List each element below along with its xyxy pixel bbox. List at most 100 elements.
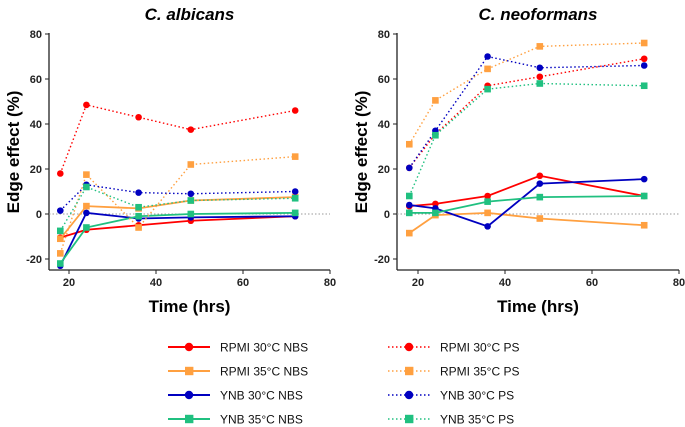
legend-marker [404, 390, 414, 400]
series-line [59, 211, 296, 265]
data-point [187, 190, 195, 198]
series-line [408, 42, 645, 145]
series-ynb-35-c-ps [406, 80, 648, 200]
data-point [484, 198, 491, 205]
series-line [408, 58, 645, 169]
series-ynb-30-c-nbs [406, 175, 648, 230]
data-point [57, 235, 64, 243]
legend-item: RPMI 30°C PS [388, 341, 520, 355]
data-point [536, 193, 544, 201]
chart-title: C. albicans [145, 5, 235, 24]
data-point [135, 212, 142, 220]
data-point [484, 192, 491, 200]
legend-label: YNB 30°C NBS [220, 389, 303, 403]
series-rpmi-35-c-ps [57, 153, 299, 257]
data-point [187, 161, 195, 168]
series-line [59, 155, 296, 254]
legend-marker [404, 342, 414, 352]
data-point [187, 210, 195, 218]
x-tick-label: 20 [412, 277, 424, 289]
x-tick-label: 20 [63, 277, 75, 289]
data-point [484, 85, 491, 93]
legend-item: RPMI 30°C NBS [168, 341, 308, 355]
data-point [536, 215, 544, 222]
data-point [291, 188, 299, 195]
data-point [187, 197, 195, 204]
series-ynb-35-c-nbs [57, 209, 299, 267]
y-tick-label: 80 [30, 29, 42, 41]
legend-marker [184, 390, 194, 400]
data-point [536, 172, 544, 180]
data-point [291, 209, 299, 217]
y-tick-label: 80 [378, 29, 390, 41]
data-point [406, 209, 413, 217]
series-line [408, 211, 645, 234]
data-point [640, 62, 648, 69]
data-point [291, 107, 299, 114]
y-axis-label: Edge effect (%) [352, 91, 371, 214]
data-point [640, 55, 648, 63]
panel-c-neoformans: C. neoformans -20 0 20 40 60 80 20 40 60 80 Time (h… [352, 5, 685, 316]
legend-item: RPMI 35°C NBS [168, 365, 308, 379]
y-tick-label: 60 [30, 74, 42, 86]
data-point [83, 202, 90, 210]
data-point [406, 229, 413, 237]
data-point [57, 260, 64, 267]
data-point [57, 227, 64, 235]
y-tick-label: 60 [378, 74, 390, 86]
legend-marker [405, 366, 414, 376]
data-point [135, 203, 142, 211]
y-axis-label: Edge effect (%) [4, 91, 23, 214]
chart-title: C. neoformans [478, 5, 597, 24]
y-tick-label: 40 [30, 119, 42, 131]
legend-item: YNB 30°C NBS [168, 389, 303, 403]
legend-label: RPMI 30°C NBS [220, 341, 308, 355]
series-line [59, 211, 296, 267]
legend-label: YNB 35°C PS [440, 413, 514, 427]
data-point [536, 43, 544, 50]
series-line [409, 195, 645, 214]
data-point [484, 65, 491, 73]
data-point [432, 209, 439, 217]
data-point [406, 192, 413, 200]
data-point [291, 153, 299, 160]
data-point [83, 101, 90, 109]
x-tick-label: 40 [150, 277, 162, 289]
series-line [59, 184, 296, 212]
y-tick-label: 20 [30, 164, 42, 176]
series-rpmi-35-c-ps [406, 39, 648, 148]
data-point [484, 223, 491, 230]
y-tick-label: -20 [374, 254, 390, 266]
data-point [640, 175, 648, 183]
legend-marker [185, 414, 194, 424]
data-point [406, 140, 413, 148]
legend-marker [405, 414, 414, 424]
y-tick-label: 0 [36, 209, 42, 221]
data-point [640, 82, 648, 90]
series-rpmi-30-c-nbs [406, 172, 648, 210]
legend-label: RPMI 30°C PS [440, 341, 520, 355]
data-point [135, 224, 142, 231]
series-rpmi-30-c-ps [57, 101, 299, 177]
data-point [484, 209, 491, 217]
data-point [57, 250, 64, 257]
data-point [536, 73, 544, 81]
legend-label: RPMI 35°C NBS [220, 365, 308, 379]
series-ynb-35-c-ps [57, 183, 299, 235]
data-point [57, 207, 64, 214]
legend-item: YNB 35°C NBS [168, 413, 303, 427]
data-point [406, 164, 413, 172]
legend-item: YNB 30°C PS [388, 389, 514, 403]
series-ynb-35-c-nbs [406, 192, 648, 217]
series-line [59, 104, 296, 174]
data-point [406, 201, 413, 209]
legend-marker [185, 366, 194, 376]
data-point [536, 180, 544, 187]
panel-c-albicans: C. albicans -20 0 20 40 60 80 20 40 60 80 Time (hrs… [4, 5, 336, 316]
data-point [291, 194, 299, 202]
x-tick-label: 60 [237, 277, 249, 289]
x-tick-label: 80 [673, 277, 685, 289]
data-point [432, 131, 439, 139]
legend-item: YNB 35°C PS [388, 413, 514, 427]
